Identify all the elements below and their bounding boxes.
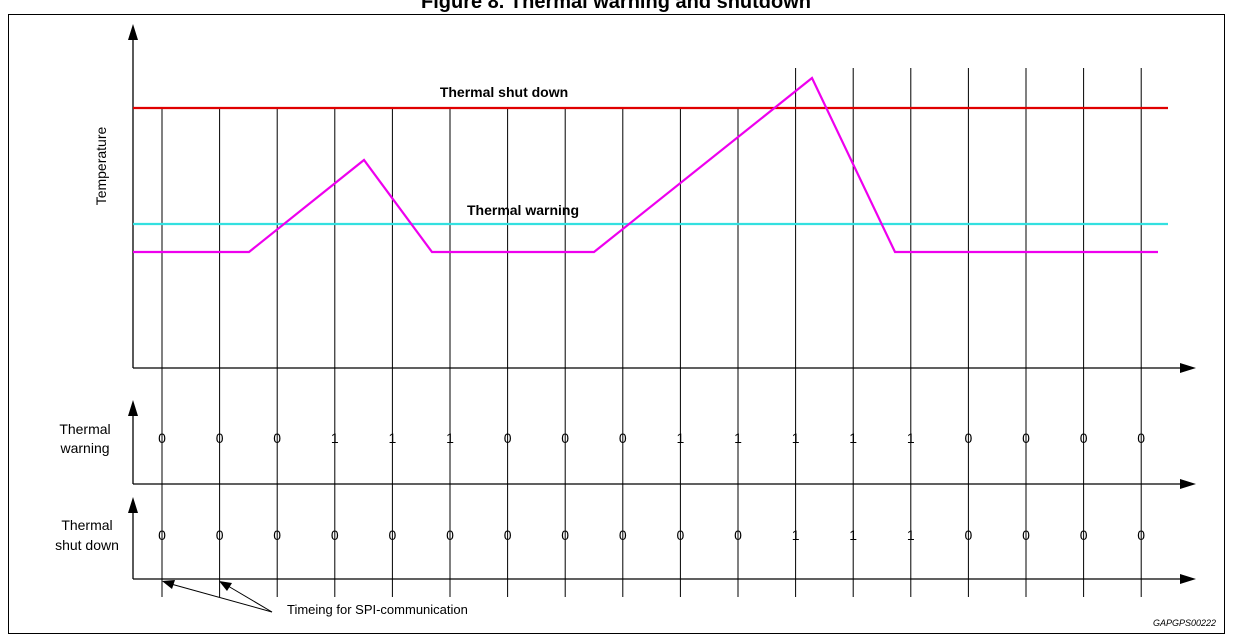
warning-bit-15: 0 [965,430,973,446]
temperature-curve [133,76,1158,254]
thermal-warning-label: Thermal warning [467,202,579,218]
warning-row-y-arrowhead [128,400,138,416]
spi-arrowhead-1 [162,580,175,589]
warning-bit-17: 0 [1080,430,1088,446]
warning-bit-8: 0 [561,430,569,446]
warning-bit-18: 0 [1137,430,1145,446]
shutdown-bit-1: 0 [158,527,166,543]
shutdown-bit-3: 0 [273,527,281,543]
shutdown-row-y-arrowhead [128,497,138,513]
shutdown-bit-5: 0 [389,527,397,543]
shutdown-bit-4: 0 [331,527,339,543]
figure-title: Figure 8. Thermal warning and shutdown [421,0,811,13]
shutdown-row-x-arrowhead [1180,574,1196,584]
warning-bit-2: 0 [216,430,224,446]
shutdown-bit-15: 0 [965,527,973,543]
warning-bit-16: 0 [1022,430,1030,446]
warning-bit-4: 1 [331,430,339,446]
spi-annotation-arrows [162,580,273,613]
temperature-x-arrowhead [1180,363,1196,373]
shutdown-row-label-line1: Thermal [61,517,112,533]
warning-bit-6: 1 [446,430,454,446]
shutdown-bit-2: 0 [216,527,224,543]
spi-communication-note: Timeing for SPI-communication [287,602,468,617]
warning-bit-1: 0 [158,430,166,446]
shutdown-bit-11: 0 [734,527,742,543]
warning-bit-11: 1 [734,430,742,446]
warning-bit-12: 1 [792,430,800,446]
warning-row-label-line1: Thermal [59,421,110,437]
warning-bit-5: 1 [389,430,397,446]
shutdown-row-label-line2: shut down [55,537,119,553]
shutdown-bit-18: 0 [1137,527,1145,543]
shutdown-bit-9: 0 [619,527,627,543]
warning-bit-13: 1 [849,430,857,446]
shutdown-bit-7: 0 [504,527,512,543]
warning-row-label-line2: warning [59,440,109,456]
figure-code: GAPGPS00222 [1153,618,1216,628]
shutdown-bit-values: 0 0 0 0 0 0 0 0 0 0 0 1 1 1 0 0 0 0 [158,527,1145,543]
warning-bit-9: 0 [619,430,627,446]
warning-row-x-arrowhead [1180,479,1196,489]
temperature-y-arrowhead [128,24,138,40]
spi-arrow-line-2 [227,585,273,613]
shutdown-bit-17: 0 [1080,527,1088,543]
shutdown-bit-10: 0 [677,527,685,543]
shutdown-bit-14: 1 [907,527,915,543]
spi-arrowhead-2 [219,581,232,591]
thermal-shutdown-label: Thermal shut down [440,84,568,100]
shutdown-bit-13: 1 [849,527,857,543]
warning-bit-7: 0 [504,430,512,446]
warning-bit-10: 1 [677,430,685,446]
spi-arrow-line-1 [170,583,273,613]
shutdown-bit-8: 0 [561,527,569,543]
figure-frame [8,14,1225,634]
warning-bit-14: 1 [907,430,915,446]
warning-bit-values: 0 0 0 1 1 1 0 0 0 1 1 1 1 1 0 0 0 0 [158,430,1145,446]
spi-timing-lines [161,68,1142,597]
shutdown-bit-12: 1 [792,527,800,543]
shutdown-bit-16: 0 [1022,527,1030,543]
shutdown-bit-6: 0 [446,527,454,543]
warning-row-axes [128,400,1196,489]
warning-bit-3: 0 [273,430,281,446]
shutdown-row-axes [128,497,1196,584]
temperature-axes [128,24,1196,373]
temperature-axis-label: Temperature [93,126,109,205]
